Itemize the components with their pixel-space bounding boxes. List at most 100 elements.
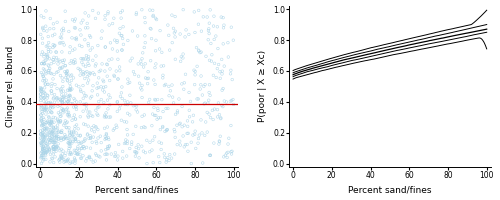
Point [54,146,62,150]
Point [60,58,68,62]
Point [104,107,112,110]
Point [44,101,52,104]
Point [54,111,62,114]
Point [160,84,168,87]
Point [102,85,110,88]
Point [68,102,76,105]
Point [164,107,172,110]
Point [50,93,58,96]
Point [193,65,201,68]
Point [84,75,92,78]
Point [51,33,59,36]
Point [72,26,80,30]
Point [57,87,65,90]
Point [38,62,46,65]
Point [56,120,64,123]
Point [89,59,97,62]
Point [38,87,46,90]
Point [36,95,44,99]
Point [124,140,132,143]
Point [179,52,187,56]
Point [56,66,64,70]
Point [152,99,160,102]
Point [153,118,161,121]
Point [38,162,46,165]
Point [122,103,130,106]
Point [143,162,151,165]
Point [44,138,52,142]
Point [162,107,170,110]
Point [42,103,50,106]
Point [56,158,64,161]
Point [92,142,100,145]
Point [230,39,237,42]
Point [184,119,192,122]
Point [76,100,84,103]
Point [38,50,46,54]
Point [36,104,44,107]
Point [154,155,162,158]
Point [42,139,50,142]
Point [94,114,102,117]
Point [65,99,73,102]
Point [114,78,122,81]
Point [82,65,90,68]
Point [120,142,128,145]
Point [132,125,140,128]
Point [60,158,68,161]
Point [61,10,69,13]
Point [62,136,70,139]
Point [60,161,68,164]
Point [46,71,54,75]
Point [38,88,46,91]
Point [42,158,50,161]
Point [80,57,88,61]
Point [44,133,52,137]
Point [103,75,111,78]
Point [98,29,106,33]
Point [206,154,214,157]
Point [56,36,64,39]
Point [78,45,86,48]
Point [76,134,84,137]
Point [37,92,45,96]
Point [62,137,70,140]
Point [56,113,64,116]
Point [191,130,199,133]
Point [116,11,124,14]
Point [117,34,125,37]
Point [72,140,80,143]
Point [118,150,126,153]
Point [106,79,114,82]
Point [212,34,220,38]
Point [224,55,232,59]
Point [52,135,60,139]
Point [224,41,232,44]
Point [37,90,45,93]
Point [84,132,92,136]
Point [146,150,154,153]
Point [72,105,80,108]
Point [84,116,92,119]
Point [141,34,149,37]
Point [65,145,73,148]
Point [39,131,47,135]
Point [228,152,235,156]
Point [132,146,140,149]
Point [206,154,214,157]
Point [114,100,122,103]
Point [82,54,90,57]
Point [186,100,194,103]
Point [62,101,70,105]
Point [204,38,212,41]
Point [70,135,78,138]
Point [101,138,109,141]
Point [173,124,181,127]
Point [220,155,228,158]
Point [154,98,162,101]
Point [72,105,80,108]
Point [171,35,179,39]
Point [124,82,132,85]
Point [40,79,48,83]
Point [88,9,96,12]
